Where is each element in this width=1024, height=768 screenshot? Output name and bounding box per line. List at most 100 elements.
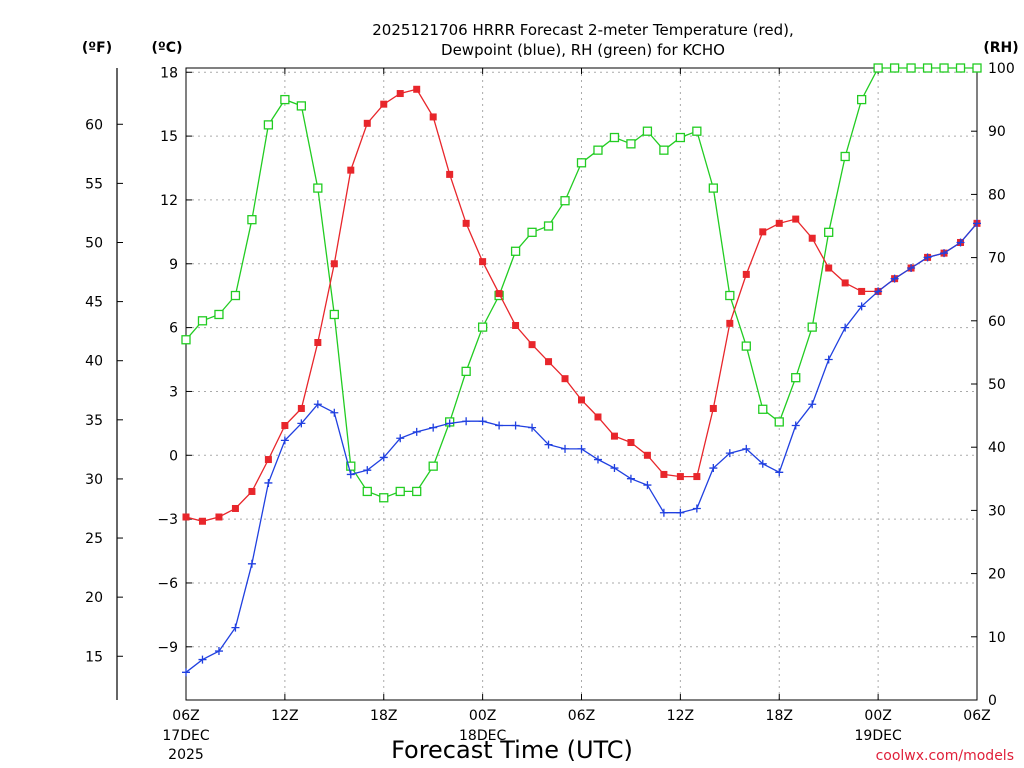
temperature-point [347,166,355,174]
dewpoint-point [808,400,817,409]
rh-tick-label: 60 [988,314,1006,330]
dewpoint-point [363,466,372,475]
fahrenheit-tick-label: 25 [85,531,103,547]
rh-point [181,335,191,345]
rh-point [214,309,224,320]
chart-title: 2025121706 HRRR Forecast 2-meter Tempera… [372,21,793,59]
rh-point [873,63,883,73]
dewpoint-point [659,508,668,517]
temperature-point [676,473,684,481]
temperature-point [512,321,520,329]
temperature-line [185,88,978,522]
time-tick-year: 2025 [168,747,204,763]
rh-point [346,461,356,471]
time-tick-label: 06Z [963,708,990,724]
temperature-point [479,258,487,266]
dewpoint-point [379,453,388,462]
temperature-point [759,228,767,236]
temperature-point [792,215,800,223]
celsius-tick-label: 6 [169,321,178,337]
temperature-point [314,339,322,347]
rh-point [675,132,686,143]
temperature-point [545,358,553,366]
celsius-tick-label: −9 [157,640,178,656]
dewpoint-point [940,249,949,258]
rh-point [939,63,949,73]
dewpoint-point [577,444,586,453]
rh-unit-label: (RH) [983,40,1018,56]
rh-point [379,493,389,503]
rh-tick-label: 90 [988,124,1006,140]
temperature-point [215,513,223,521]
dewpoint-point [412,427,421,436]
chart-title-line2: Dewpoint (blue), RH (green) for KCHO [441,41,725,59]
rh-point [263,120,274,130]
rh-point [477,322,488,332]
celsius-tick-label: 9 [169,257,178,273]
time-tick-label: 06Z [568,708,595,724]
fahrenheit-tick-label: 45 [85,295,103,311]
rh-tick-label: 70 [988,251,1006,267]
dewpoint-point [214,647,223,656]
temperature-point [446,170,454,178]
dewpoint-point [445,419,454,428]
temperature-point [528,341,536,349]
temperature-point [561,375,569,383]
time-tick-date: 19DEC [855,728,902,744]
rh-point [313,183,323,193]
dewpoint-point [511,421,520,430]
celsius-tick-label: 12 [160,193,178,209]
temperature-point [610,432,618,440]
temperature-point [182,513,190,521]
rh-point [840,151,850,162]
dewpoint-point [478,417,487,426]
time-tick-date: 18DEC [459,728,506,744]
celsius-tick-label: 3 [169,384,178,400]
temperature-point [495,290,503,298]
dewpoint-point [758,459,767,468]
temperature-point [726,319,734,327]
dewpoint-point [742,444,751,453]
temperature-point [231,504,239,512]
dewpoint-point [429,423,438,432]
dewpoint-point [907,264,916,273]
rh-point [395,486,405,497]
dewpoint-point [330,408,339,417]
dewpoint-point [643,481,652,490]
dewpoint-point [791,421,800,430]
rh-tick-label: 0 [988,693,997,709]
celsius-tick-label: −3 [157,512,178,528]
dewpoint-point [874,287,883,296]
temperature-point [808,234,816,242]
rh-point [527,227,537,237]
rh-point [247,215,257,225]
dewpoint-point [297,419,306,428]
dewpoint-point [775,468,784,477]
dewpoint-point [709,464,718,473]
temperature-point [380,100,388,108]
rh-tick-label: 100 [988,61,1015,77]
rh-point [774,417,784,427]
temperature-point [413,85,421,93]
dewpoint-point [923,253,932,262]
temperature-point [775,219,783,227]
dewpoint-point [495,421,504,430]
rh-tick-label: 80 [988,187,1006,203]
temperature-point [693,473,701,481]
fahrenheit-tick-label: 60 [85,117,103,133]
dewpoint-point [346,470,355,479]
rh-point [692,126,702,136]
rh-point [543,221,554,231]
temperature-point [462,219,470,227]
dewpoint-point [247,559,256,568]
dewpoint-point [610,464,619,473]
temperature-point [841,279,849,287]
rh-tick-label: 30 [988,503,1006,519]
rh-line [185,67,977,499]
fahrenheit-tick-label: 15 [85,649,103,665]
rh-point [856,94,867,105]
rh-point [461,366,471,377]
celsius-tick-label: 18 [160,65,178,81]
temperature-point [264,456,272,464]
